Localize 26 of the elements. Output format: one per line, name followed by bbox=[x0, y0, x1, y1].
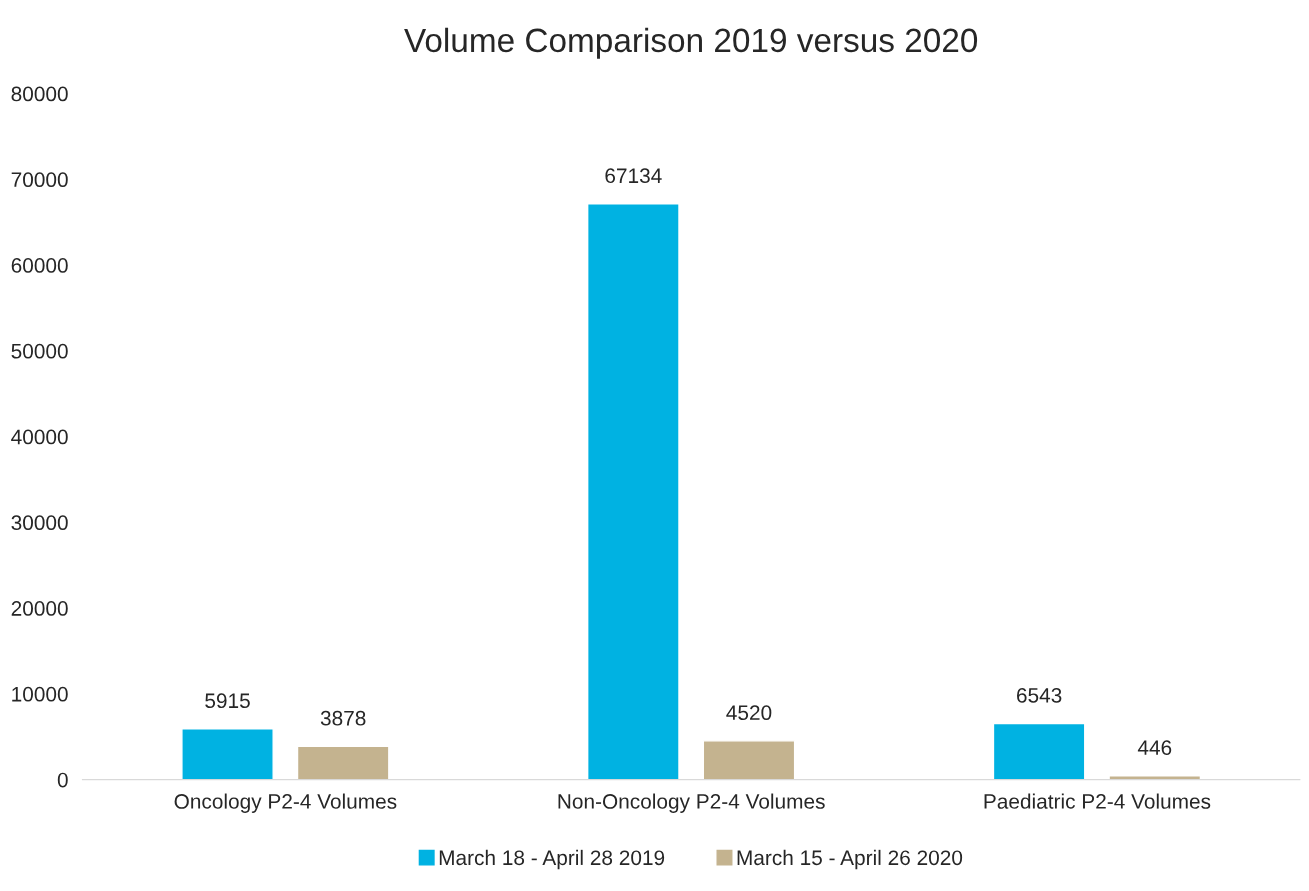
y-tick-label: 40000 bbox=[11, 429, 68, 445]
y-tick-label: 10000 bbox=[12, 686, 68, 702]
bar bbox=[702, 740, 796, 780]
y-tick-label: 0 bbox=[57, 772, 68, 788]
y-tick-label: 60000 bbox=[11, 258, 68, 273]
x-tick-label: Non-Oncology P2-4 Volumes bbox=[558, 793, 825, 813]
y-tick-label: 50000 bbox=[11, 343, 68, 359]
legend-label: March 18 - April 28 2019 bbox=[439, 849, 665, 870]
data-label: 5915 bbox=[205, 693, 250, 709]
y-tick-label: 20000 bbox=[11, 601, 68, 616]
data-label: 6543 bbox=[1017, 687, 1062, 703]
data-label: 446 bbox=[1137, 740, 1172, 756]
bar bbox=[296, 745, 390, 780]
y-tick-label: 80000 bbox=[11, 86, 68, 102]
y-tick-label: 70000 bbox=[11, 172, 68, 188]
bar bbox=[586, 203, 680, 780]
chart-title: Volume Comparison 2019 versus 2020 bbox=[404, 27, 978, 59]
y-tick-label: 30000 bbox=[11, 515, 68, 531]
x-tick-label: Oncology P2-4 Volumes bbox=[174, 793, 397, 813]
bar bbox=[992, 722, 1086, 780]
data-label: 4520 bbox=[726, 705, 772, 721]
data-label: 3878 bbox=[320, 710, 366, 726]
bar bbox=[181, 728, 274, 780]
x-tick-label: Paediatric P2-4 Volumes bbox=[984, 793, 1211, 809]
data-label: 67134 bbox=[605, 168, 662, 184]
legend-label: March 15 - April 26 2020 bbox=[737, 849, 963, 870]
